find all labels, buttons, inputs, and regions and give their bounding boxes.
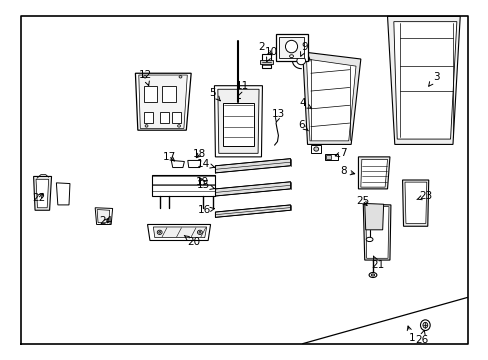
Text: 19: 19 [195,177,208,187]
Text: 11: 11 [235,81,248,95]
Text: 26: 26 [414,330,427,345]
Ellipse shape [370,274,374,276]
Ellipse shape [177,125,180,127]
Text: 13: 13 [271,109,285,122]
Bar [325,154,337,160]
Text: 9: 9 [300,41,308,56]
Polygon shape [306,59,355,141]
Ellipse shape [159,231,160,233]
Polygon shape [34,176,51,210]
Ellipse shape [422,322,427,328]
Polygon shape [364,203,383,230]
Ellipse shape [157,230,162,234]
Polygon shape [214,86,262,157]
Text: 24: 24 [100,216,113,226]
Bar [171,112,180,123]
Bar [162,86,175,102]
Text: 25: 25 [356,196,369,206]
Text: 20: 20 [184,235,200,247]
Text: 15: 15 [196,180,214,190]
Polygon shape [95,208,112,225]
Ellipse shape [199,231,201,233]
Polygon shape [386,16,459,144]
Text: 8: 8 [340,166,354,176]
Bar [143,112,153,123]
Ellipse shape [143,76,146,78]
Polygon shape [279,37,304,58]
Ellipse shape [296,57,305,65]
Text: 2: 2 [258,41,271,55]
Text: 3: 3 [428,72,438,86]
Ellipse shape [368,273,376,278]
Ellipse shape [289,55,293,58]
Text: 10: 10 [264,47,277,62]
Text: 12: 12 [138,70,151,86]
Bar [262,54,270,68]
Text: 21: 21 [370,256,384,270]
Polygon shape [56,183,70,205]
Text: 14: 14 [196,159,214,169]
Polygon shape [311,145,321,153]
Bar [275,34,307,61]
Text: 1: 1 [407,326,414,343]
Bar [223,103,253,146]
Text: 7: 7 [335,148,346,158]
Text: 4: 4 [299,99,311,108]
Text: 16: 16 [198,205,214,215]
Bar [159,112,169,123]
Text: 22: 22 [32,193,45,203]
Text: 6: 6 [297,120,308,131]
Text: 23: 23 [416,191,432,201]
Ellipse shape [313,147,318,151]
Polygon shape [217,89,259,153]
Polygon shape [215,159,290,173]
Polygon shape [358,157,389,189]
Text: 5: 5 [209,88,220,101]
Polygon shape [402,180,428,226]
Ellipse shape [179,76,182,78]
Polygon shape [147,225,210,240]
Text: 18: 18 [193,149,206,159]
Polygon shape [97,210,109,223]
Polygon shape [302,52,360,144]
Polygon shape [139,75,187,129]
Polygon shape [363,204,390,260]
Ellipse shape [197,230,202,234]
Ellipse shape [420,320,429,330]
Polygon shape [215,182,290,196]
Polygon shape [365,206,388,258]
Polygon shape [187,161,201,167]
Polygon shape [135,73,191,130]
Polygon shape [153,227,206,238]
Bar [260,60,272,64]
Polygon shape [399,27,452,134]
Ellipse shape [366,237,372,242]
Polygon shape [171,161,184,167]
Bar [143,86,157,102]
Polygon shape [404,182,426,224]
Bar [326,155,330,159]
Ellipse shape [145,125,148,127]
Polygon shape [36,179,48,208]
Ellipse shape [285,40,297,53]
Text: 17: 17 [163,152,176,162]
Polygon shape [360,159,386,187]
Polygon shape [215,205,290,217]
Polygon shape [393,22,456,139]
Polygon shape [152,175,215,196]
